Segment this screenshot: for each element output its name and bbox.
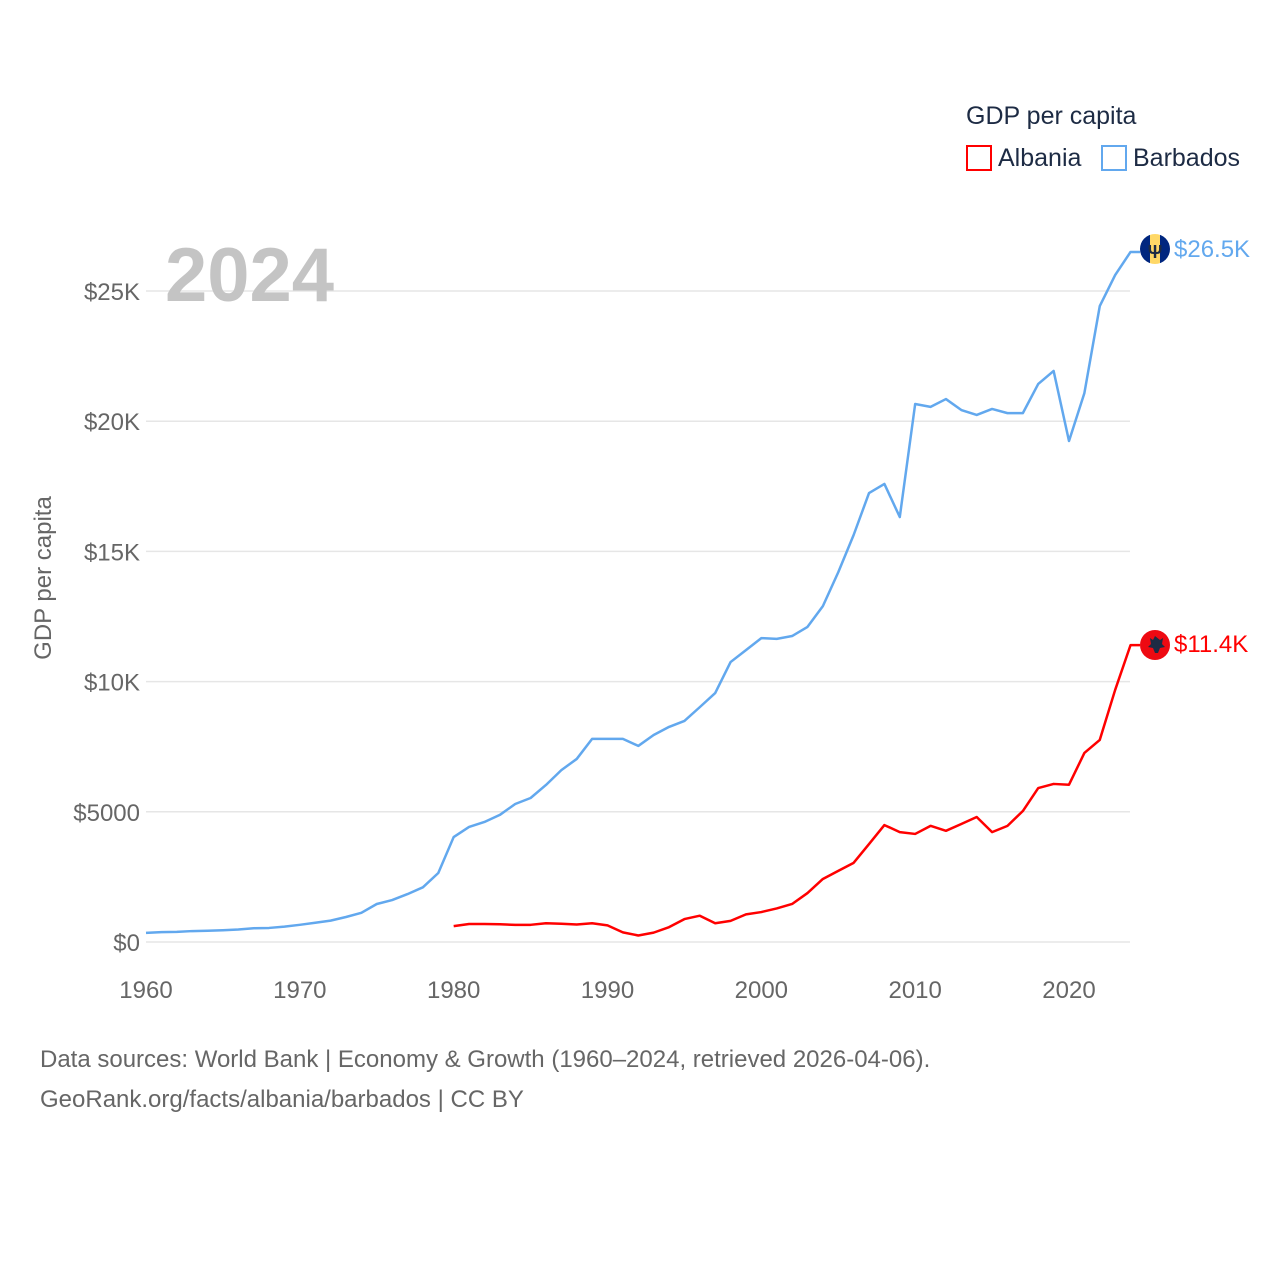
y-tick-label: $20K: [84, 409, 140, 436]
x-tick-label: 1980: [427, 977, 480, 1004]
legend-item-albania[interactable]: Albania: [966, 144, 1081, 172]
legend: GDP per capita Albania Barbados: [966, 102, 1240, 172]
year-label: 2024: [165, 233, 334, 318]
x-axis: 1960 1970 1980 1990 2000 2010 2020: [119, 977, 1095, 1004]
x-tick-label: 1970: [273, 977, 326, 1004]
legend-swatch-barbados: [1101, 145, 1127, 171]
albania-flag-icon: [1140, 630, 1170, 660]
series-line-barbados: [145, 250, 1140, 935]
y-axis: $0 $5000 $10K $15K $20K $25K: [73, 279, 140, 957]
x-tick-label: 1960: [119, 977, 172, 1004]
y-tick-label: $0: [113, 930, 140, 957]
y-tick-label: $15K: [84, 539, 140, 566]
svg-text:Ψ: Ψ: [1148, 242, 1163, 262]
x-tick-label: 2000: [735, 977, 788, 1004]
x-tick-label: 2020: [1042, 977, 1095, 1004]
x-tick-label: 2010: [888, 977, 941, 1004]
grid-lines: [146, 290, 1130, 943]
end-label-albania: $11.4K: [1174, 631, 1248, 658]
data-sources-text: Data sources: World Bank | Economy & Gro…: [40, 1046, 931, 1073]
x-tick-label: 1990: [581, 977, 634, 1004]
y-tick-label: $25K: [84, 279, 140, 306]
legend-item-barbados[interactable]: Barbados: [1101, 144, 1240, 172]
legend-title: GDP per capita: [966, 102, 1137, 130]
legend-swatch-albania: [966, 145, 992, 171]
series-line-albania: [453, 643, 1140, 937]
credit-link[interactable]: GeoRank.org/facts/albania/barbados | CC …: [40, 1086, 524, 1113]
y-axis-title: GDP per capita: [30, 496, 57, 660]
y-tick-label: $10K: [84, 670, 140, 697]
legend-label-albania: Albania: [998, 144, 1081, 172]
end-label-barbados: $26.5K: [1174, 236, 1250, 263]
legend-label-barbados: Barbados: [1133, 144, 1240, 172]
barbados-flag-icon: Ψ: [1140, 234, 1170, 264]
y-tick-label: $5000: [73, 800, 140, 827]
series-lines: [145, 250, 1140, 937]
